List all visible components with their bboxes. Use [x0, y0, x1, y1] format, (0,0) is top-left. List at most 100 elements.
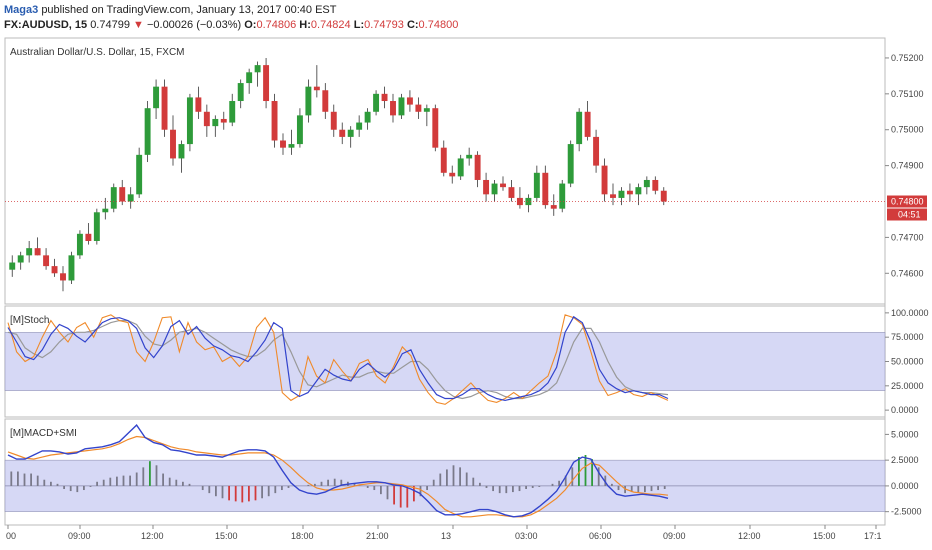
candle-body [127, 194, 134, 202]
symbol-label: FX:AUDUSD, 15 [4, 19, 88, 31]
price-pane-title: Australian Dollar/U.S. Dollar, 15, FXCM [10, 47, 185, 58]
x-tick-label: 06:00 [589, 531, 612, 541]
candle-body [601, 165, 608, 195]
candle-body [356, 122, 363, 130]
candle-body [76, 233, 83, 256]
y-tick-label: 0.75000 [891, 125, 924, 135]
candle-body [288, 144, 295, 148]
candle-body [533, 172, 540, 198]
candle-body [119, 187, 126, 202]
candle-body [43, 255, 50, 267]
high-value: 0.74824 [310, 19, 351, 31]
x-tick-label: 09:00 [663, 531, 686, 541]
candle-body [60, 273, 66, 281]
candle-body [212, 118, 219, 127]
x-tick-label: 13 [441, 531, 451, 541]
change-value: −0.00026 (−0.03%) [146, 19, 242, 31]
y-tick-label: 0.75100 [891, 89, 924, 99]
last-price: 0.74799 [90, 19, 130, 31]
candle-body [254, 65, 261, 73]
candle-body [635, 187, 642, 195]
candle-body [584, 111, 591, 137]
candle-body [567, 144, 574, 184]
candle-body [364, 111, 371, 123]
candle-body [102, 208, 109, 213]
low-label: L: [353, 19, 365, 31]
candle-body [296, 115, 303, 145]
y-tick-label: 0.74600 [891, 268, 924, 278]
y-tick-label: -2.5000 [891, 507, 922, 517]
candle-body [246, 72, 253, 84]
candle-body [161, 86, 168, 130]
macd-histogram [10, 455, 666, 508]
candle-body [68, 255, 75, 281]
candle-body [93, 212, 100, 241]
x-tick-label: 17:1 [864, 531, 882, 541]
low-value: 0.74793 [364, 19, 404, 31]
candle-body [203, 111, 210, 127]
macd-line [7, 424, 669, 518]
candle-body [466, 154, 473, 159]
candle-body [500, 183, 506, 188]
candle-body [263, 65, 270, 102]
candle-body [170, 129, 176, 159]
candle-body [610, 194, 616, 198]
candle-body [626, 190, 633, 195]
candle-body [229, 101, 236, 123]
y-tick-label: 0.74700 [891, 232, 924, 242]
x-tick-label: 09:00 [68, 531, 91, 541]
candle-body [110, 187, 117, 209]
macd-signal-line [7, 435, 669, 518]
candle-body [136, 154, 143, 195]
candle-body [525, 197, 532, 206]
stoch-pane-title: [M]Stoch [10, 315, 49, 326]
y-tick-label: 50.0000 [891, 357, 924, 367]
candle-body [195, 97, 202, 112]
candle-body [186, 97, 193, 145]
close-label: C: [406, 19, 419, 31]
candle-body [550, 205, 557, 209]
candle-body [220, 118, 227, 123]
candle-body [398, 97, 405, 116]
candle-body [440, 147, 447, 173]
y-tick-label: 0.0000 [891, 405, 919, 415]
candle-body [457, 158, 464, 177]
last-price-marker [887, 195, 927, 208]
x-tick-label: 12:00 [738, 531, 761, 541]
candle-body [17, 255, 24, 263]
candle-body [237, 83, 244, 102]
author-link[interactable]: Maga3 [4, 4, 39, 16]
candle-body [85, 233, 92, 241]
y-tick-label: 100.0000 [891, 308, 929, 318]
change-arrow: ▼ [133, 19, 144, 31]
candle-body [51, 266, 58, 274]
close-value: 0.74800 [418, 19, 459, 31]
candle-body [9, 262, 16, 270]
candle-body [660, 190, 667, 202]
candle-body [144, 108, 151, 155]
countdown-marker [887, 208, 927, 221]
open-value: 0.74806 [256, 19, 297, 31]
candle-body [559, 183, 566, 209]
stoch-orange-line [7, 314, 669, 405]
candle-body [26, 248, 33, 256]
candle-body [432, 108, 439, 148]
y-tick-label: 25.0000 [891, 381, 924, 391]
last-price-marker-label: 0.74800 [891, 197, 924, 207]
candle-body [423, 108, 430, 112]
candle-body [339, 129, 346, 137]
publish-line: Maga3 published on TradingView.com, Janu… [4, 4, 336, 16]
x-tick-label: 15:00 [215, 531, 238, 541]
candle-body [618, 190, 625, 198]
stoch-band [4, 332, 886, 391]
candle-body [381, 93, 388, 102]
candle-body [390, 101, 396, 116]
candle-body [178, 144, 185, 159]
candle-body [305, 86, 312, 116]
candle-body [347, 129, 354, 137]
candles [9, 57, 667, 292]
candle-body [330, 111, 337, 130]
x-tick-label: 15:00 [813, 531, 836, 541]
candle-body [271, 101, 278, 141]
